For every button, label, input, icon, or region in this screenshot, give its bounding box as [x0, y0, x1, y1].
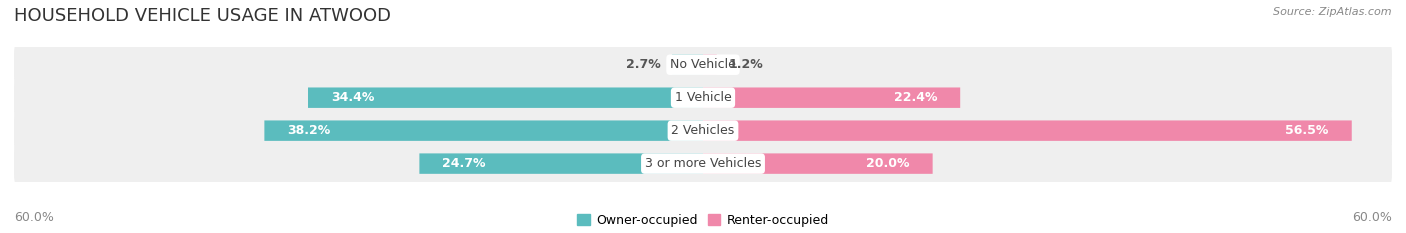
Text: 2.7%: 2.7%: [626, 58, 661, 71]
Text: 1 Vehicle: 1 Vehicle: [675, 91, 731, 104]
Text: 38.2%: 38.2%: [287, 124, 330, 137]
Text: 2 Vehicles: 2 Vehicles: [672, 124, 734, 137]
FancyBboxPatch shape: [14, 142, 1392, 185]
FancyBboxPatch shape: [703, 120, 1351, 141]
FancyBboxPatch shape: [703, 55, 717, 75]
Text: 1.2%: 1.2%: [728, 58, 763, 71]
FancyBboxPatch shape: [703, 87, 960, 108]
FancyBboxPatch shape: [672, 55, 703, 75]
Text: 34.4%: 34.4%: [330, 91, 374, 104]
Text: 60.0%: 60.0%: [14, 211, 53, 224]
Text: Source: ZipAtlas.com: Source: ZipAtlas.com: [1274, 7, 1392, 17]
Text: 3 or more Vehicles: 3 or more Vehicles: [645, 157, 761, 170]
FancyBboxPatch shape: [419, 153, 703, 174]
FancyBboxPatch shape: [264, 120, 703, 141]
FancyBboxPatch shape: [703, 153, 932, 174]
Text: 56.5%: 56.5%: [1285, 124, 1329, 137]
FancyBboxPatch shape: [308, 87, 703, 108]
FancyBboxPatch shape: [14, 76, 1392, 119]
Legend: Owner-occupied, Renter-occupied: Owner-occupied, Renter-occupied: [578, 214, 828, 227]
Text: HOUSEHOLD VEHICLE USAGE IN ATWOOD: HOUSEHOLD VEHICLE USAGE IN ATWOOD: [14, 7, 391, 25]
Text: 20.0%: 20.0%: [866, 157, 910, 170]
FancyBboxPatch shape: [14, 43, 1392, 86]
Text: 22.4%: 22.4%: [894, 91, 938, 104]
Text: No Vehicle: No Vehicle: [671, 58, 735, 71]
Text: 24.7%: 24.7%: [443, 157, 486, 170]
Text: 60.0%: 60.0%: [1353, 211, 1392, 224]
FancyBboxPatch shape: [14, 109, 1392, 152]
